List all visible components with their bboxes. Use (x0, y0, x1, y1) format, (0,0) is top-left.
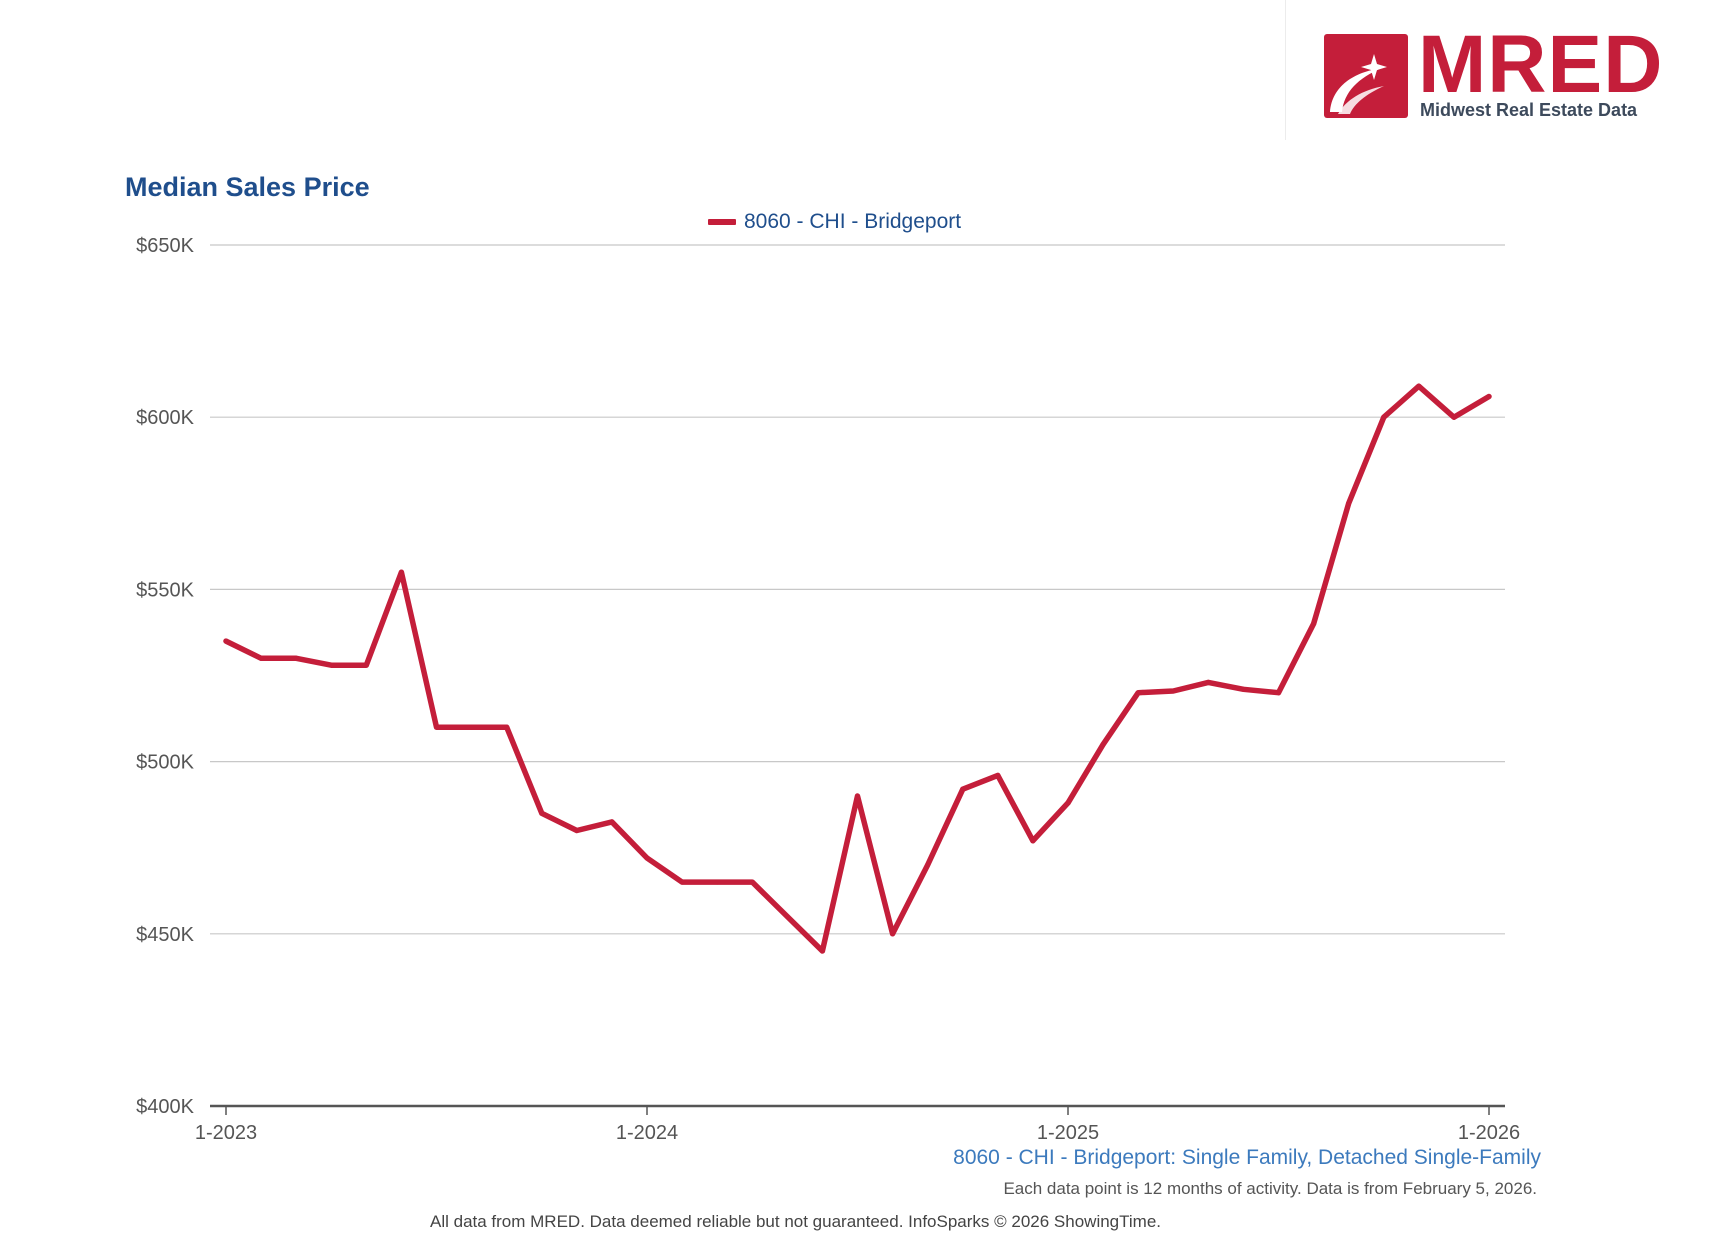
data-point[interactable] (434, 724, 439, 730)
data-point[interactable] (890, 931, 896, 937)
series-line (223, 383, 1492, 954)
footer-disclaimer: All data from MRED. Data deemed reliable… (430, 1212, 1162, 1231)
series (223, 383, 1492, 954)
data-point[interactable] (784, 914, 790, 920)
chart-title: Median Sales Price (125, 172, 370, 202)
data-point[interactable] (855, 793, 860, 799)
data-point[interactable] (363, 662, 369, 668)
data-point[interactable] (1170, 688, 1176, 694)
data-point[interactable] (1135, 690, 1141, 696)
legend-swatch (708, 219, 736, 225)
y-tick-label: $500K (136, 752, 194, 774)
legend-label: 8060 - CHI - Bridgeport (744, 210, 962, 233)
data-point[interactable] (995, 772, 1001, 778)
axes: $400K $450K $500K $550K $600K $650K 1-2023 1-20… (136, 235, 1520, 1144)
data-point[interactable] (644, 855, 650, 861)
data-point[interactable] (609, 819, 615, 825)
data-point[interactable] (328, 662, 334, 668)
data-point[interactable] (1346, 500, 1352, 506)
mred-subtitle: Midwest Real Estate Data (1420, 100, 1638, 120)
y-tick-label: $650K (136, 235, 194, 257)
mred-logo: MRED Midwest Real Estate Data (1285, 0, 1723, 140)
y-tick-label: $600K (136, 407, 194, 429)
data-point[interactable] (398, 569, 404, 575)
data-point[interactable] (1381, 414, 1387, 420)
x-tick-label: 1-2026 (1458, 1122, 1520, 1144)
star-swoosh-icon (1330, 54, 1387, 114)
data-point[interactable] (293, 655, 299, 661)
data-point[interactable] (714, 879, 720, 885)
data-point[interactable] (469, 724, 475, 730)
y-tick-label: $450K (136, 924, 194, 946)
data-point[interactable] (1311, 621, 1317, 627)
data-point[interactable] (925, 862, 931, 868)
chart-legend: 8060 - CHI - Bridgeport (708, 210, 961, 236)
gridlines (210, 244, 1505, 935)
data-point[interactable] (1065, 800, 1071, 806)
data-point[interactable] (960, 786, 966, 792)
data-point[interactable] (574, 827, 580, 833)
data-point[interactable] (223, 638, 229, 644)
data-point[interactable] (749, 879, 755, 885)
data-point[interactable] (679, 879, 685, 885)
y-tick-label: $400K (136, 1096, 194, 1118)
data-point[interactable] (504, 724, 510, 730)
x-tick-label: 1-2023 (195, 1122, 257, 1144)
data-point[interactable] (1451, 414, 1457, 420)
data-point[interactable] (1240, 686, 1246, 692)
mred-wordmark: MRED (1418, 19, 1664, 110)
data-point[interactable] (539, 810, 545, 816)
data-point[interactable] (1205, 679, 1211, 685)
data-point[interactable] (258, 655, 264, 661)
data-point[interactable] (1030, 838, 1036, 844)
x-tick-label: 1-2025 (1037, 1122, 1099, 1144)
series-caption: 8060 - CHI - Bridgeport: Single Family, … (953, 1146, 1541, 1169)
data-point[interactable] (1100, 741, 1106, 747)
y-tick-label: $550K (136, 579, 194, 601)
data-point[interactable] (819, 948, 825, 954)
data-point[interactable] (1416, 383, 1422, 389)
data-point[interactable] (1486, 394, 1492, 400)
x-tick-label: 1-2024 (616, 1122, 678, 1144)
mred-logo-mark (1324, 34, 1408, 118)
data-note: Each data point is 12 months of activity… (1003, 1179, 1537, 1198)
data-point[interactable] (1276, 690, 1281, 696)
